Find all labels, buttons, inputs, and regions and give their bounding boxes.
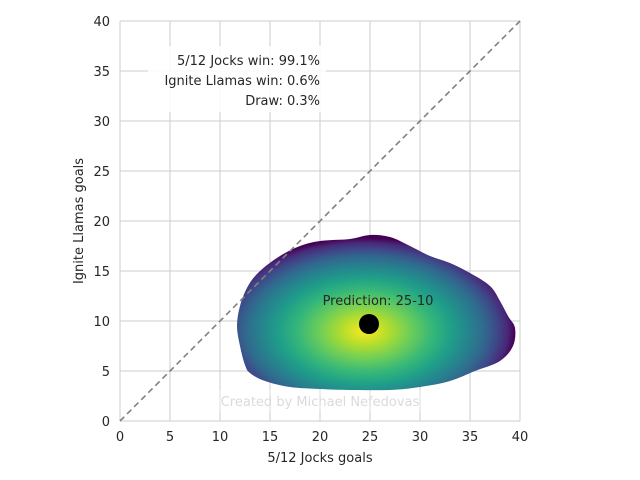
x-tick-label: 0 [116,430,124,445]
x-tick-label: 35 [462,430,479,445]
x-tick-label: 25 [362,430,379,445]
y-axis-ticks: 0 5 10 15 20 25 30 35 40 [93,15,110,430]
y-tick-label: 5 [102,365,110,380]
y-tick-label: 10 [93,315,110,330]
density-heatmap [237,234,516,391]
watermark-text: Created by Michael Nefedovas [221,395,420,410]
team1-win-probability: 5/12 Jocks win: 99.1% [177,54,320,69]
x-tick-label: 5 [166,430,174,445]
probability-box-background [148,46,326,112]
x-tick-label: 20 [312,430,329,445]
y-tick-label: 30 [93,115,110,130]
watermark-background [210,390,434,411]
team2-win-probability: Ignite Llamas win: 0.6% [164,74,320,89]
x-tick-label: 10 [212,430,229,445]
x-axis-label: 5/12 Jocks goals [267,451,372,466]
x-tick-label: 40 [512,430,529,445]
draw-probability: Draw: 0.3% [245,94,320,109]
y-tick-label: 20 [93,215,110,230]
y-tick-label: 15 [93,265,110,280]
x-tick-label: 30 [412,430,429,445]
y-tick-label: 25 [93,165,110,180]
y-axis-label: Ignite Llamas goals [72,158,87,284]
y-tick-label: 0 [102,415,110,430]
draw-diagonal-line [119,20,521,422]
y-tick-label: 35 [93,65,110,80]
probability-box: 5/12 Jocks win: 99.1% Ignite Llamas win:… [148,46,326,112]
y-tick-label: 40 [93,15,110,30]
prediction-label: Prediction: 25-10 [323,294,434,309]
x-axis-ticks: 0 5 10 15 20 25 30 35 40 [116,430,528,445]
x-tick-label: 15 [262,430,279,445]
prediction-marker [359,314,379,334]
